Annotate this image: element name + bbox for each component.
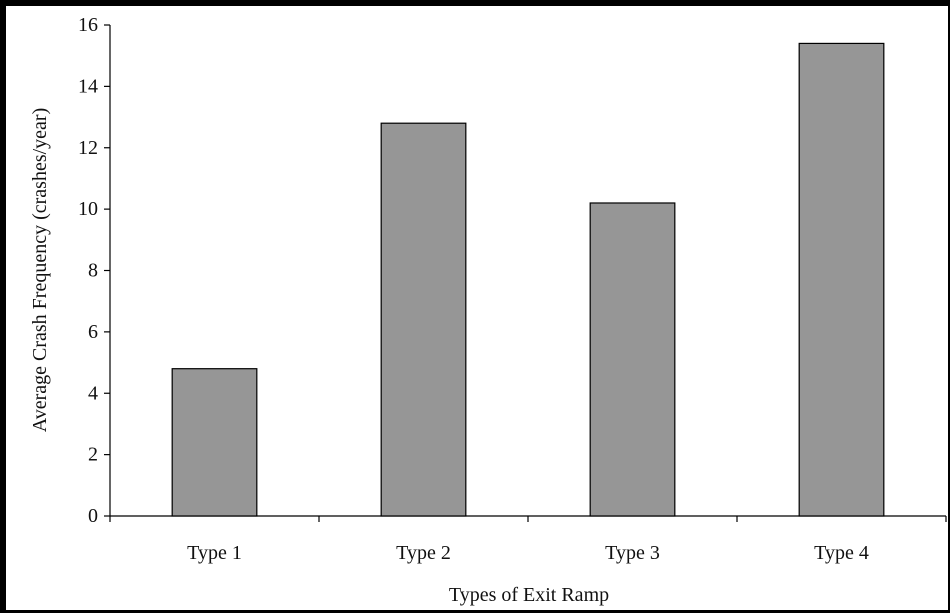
y-tick-label: 6 [88,321,98,343]
y-tick-label: 4 [88,382,98,404]
x-tick-label: Type 2 [396,542,451,564]
x-tick-label: Type 3 [605,542,660,564]
bar [798,42,885,517]
y-tick-label: 8 [88,260,98,282]
y-axis-title: Average Crash Frequency (crashes/year) [29,108,51,432]
plot-area: 0 2 4 6 8 10 12 14 16 Type 1 Type 2 Type 3 Type 4 [78,14,947,564]
x-tick-label: Type 4 [814,542,869,564]
y-tick-label: 16 [78,14,98,36]
bar [171,368,258,517]
x-tick-label: Type 1 [187,542,242,564]
y-tick-label: 14 [78,75,98,97]
y-tick-label: 0 [88,505,98,527]
bar [380,122,467,517]
y-tick-label: 10 [78,198,98,220]
y-tick-label: 2 [88,444,98,466]
y-tick-label: 12 [78,137,98,159]
bar [589,202,676,517]
x-axis-title: Types of Exit Ramp [449,584,609,606]
